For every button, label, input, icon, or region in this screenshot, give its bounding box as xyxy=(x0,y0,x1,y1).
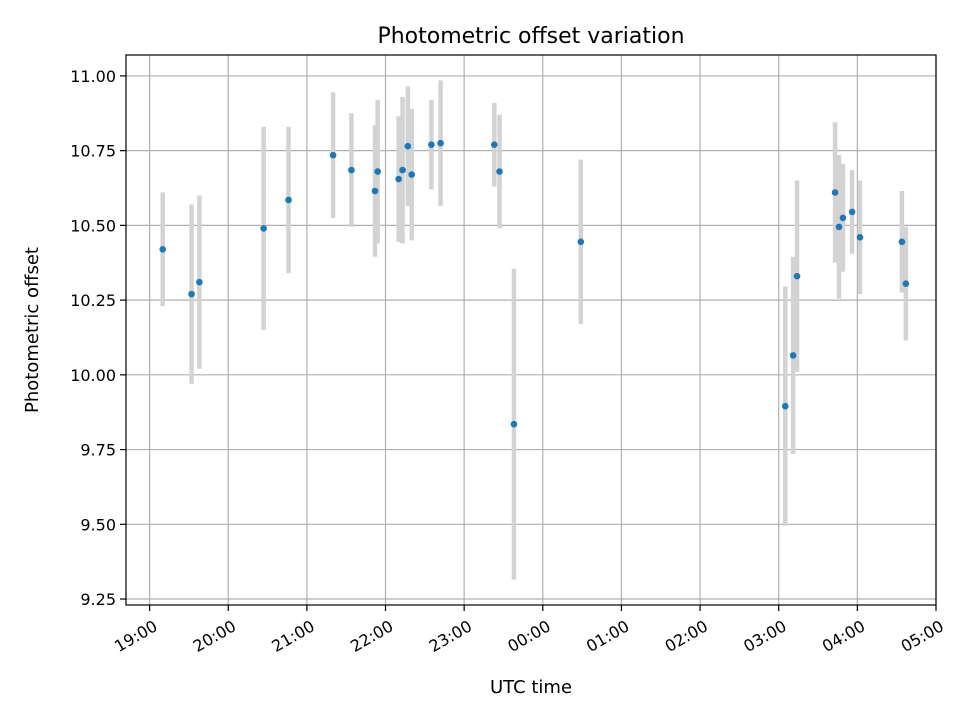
data-point xyxy=(348,166,355,174)
data-point xyxy=(898,238,906,246)
data-point xyxy=(371,187,379,195)
data-point xyxy=(395,175,402,183)
data-point xyxy=(835,223,843,231)
data-point xyxy=(902,280,910,287)
data-point xyxy=(437,139,444,147)
data-point xyxy=(428,141,435,148)
data-point xyxy=(793,272,801,280)
y-tick-label: 11.00 xyxy=(70,67,116,86)
data-point xyxy=(781,402,789,410)
data-point xyxy=(496,168,503,175)
x-axis-label: UTC time xyxy=(490,677,572,698)
y-tick-label: 10.00 xyxy=(70,366,116,385)
data-point xyxy=(404,142,412,150)
data-points xyxy=(159,139,910,428)
data-point xyxy=(159,245,166,253)
y-axis-ticks: 9.25 9.50 9.75 10.00 10.25 10.50 10.75 11.00 xyxy=(70,67,126,609)
y-tick-label: 9.75 xyxy=(80,441,116,460)
data-point xyxy=(848,208,856,216)
data-point xyxy=(196,278,203,286)
data-point xyxy=(510,420,518,428)
data-point xyxy=(399,166,406,174)
data-point xyxy=(260,225,267,232)
data-point xyxy=(856,234,864,241)
data-point xyxy=(285,196,292,204)
data-point xyxy=(831,189,839,196)
data-point xyxy=(491,141,498,148)
data-point xyxy=(188,290,195,298)
y-tick-label: 10.25 xyxy=(70,291,116,310)
data-point xyxy=(329,151,337,159)
data-point xyxy=(789,352,797,359)
data-point xyxy=(839,214,847,222)
y-axis-label: Photometric offset xyxy=(22,247,43,413)
data-point xyxy=(374,168,381,175)
chart-title: Photometric offset variation xyxy=(377,24,684,49)
data-point xyxy=(408,171,416,178)
y-tick-label: 10.50 xyxy=(70,216,116,235)
y-tick-label: 10.75 xyxy=(70,142,116,161)
plot-frame xyxy=(125,54,937,606)
data-point xyxy=(577,238,585,246)
y-tick-label: 9.25 xyxy=(80,590,116,609)
y-tick-label: 9.50 xyxy=(80,515,116,534)
